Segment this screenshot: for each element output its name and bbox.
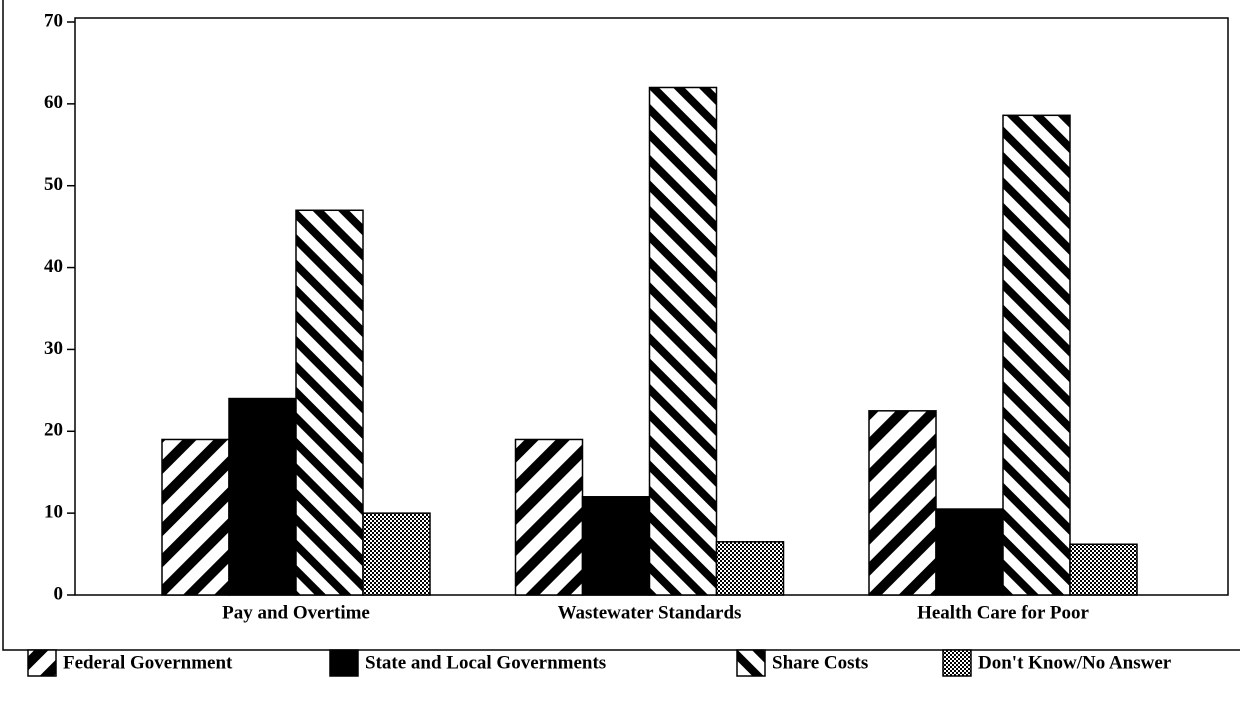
legend-swatch — [27, 649, 57, 677]
legend-swatch — [942, 649, 972, 677]
bar — [648, 86, 718, 596]
legend-label: Federal Government — [63, 652, 233, 673]
y-tick-label: 40 — [44, 256, 63, 277]
legend-label: Share Costs — [772, 652, 868, 673]
y-tick-label: 20 — [44, 420, 63, 441]
y-tick-label: 30 — [44, 338, 63, 359]
x-tick-label: Pay and Overtime — [222, 602, 370, 623]
y-tick-label: 60 — [44, 92, 63, 113]
x-tick-label: Health Care for Poor — [917, 602, 1089, 623]
y-tick-label: 50 — [44, 174, 63, 195]
y-tick-label: 10 — [44, 502, 63, 523]
bar — [715, 541, 785, 596]
x-tick-label: Wastewater Standards — [558, 602, 742, 623]
bar — [161, 438, 230, 596]
legend-swatch — [736, 649, 766, 677]
y-tick-label: 70 — [44, 10, 63, 31]
outer-frame — [2, 0, 1240, 651]
bar — [868, 410, 937, 596]
bar — [514, 438, 584, 596]
legend-label: Don't Know/No Answer — [978, 652, 1172, 673]
bar — [935, 508, 1004, 596]
legend-label: State and Local Governments — [365, 652, 606, 673]
bar — [1069, 543, 1138, 596]
bar — [1002, 114, 1071, 596]
bar — [362, 512, 431, 596]
bar — [228, 397, 297, 596]
bar — [295, 209, 364, 596]
legend-swatch — [329, 649, 359, 677]
y-tick-label: 0 — [54, 583, 64, 604]
bar — [581, 496, 651, 596]
